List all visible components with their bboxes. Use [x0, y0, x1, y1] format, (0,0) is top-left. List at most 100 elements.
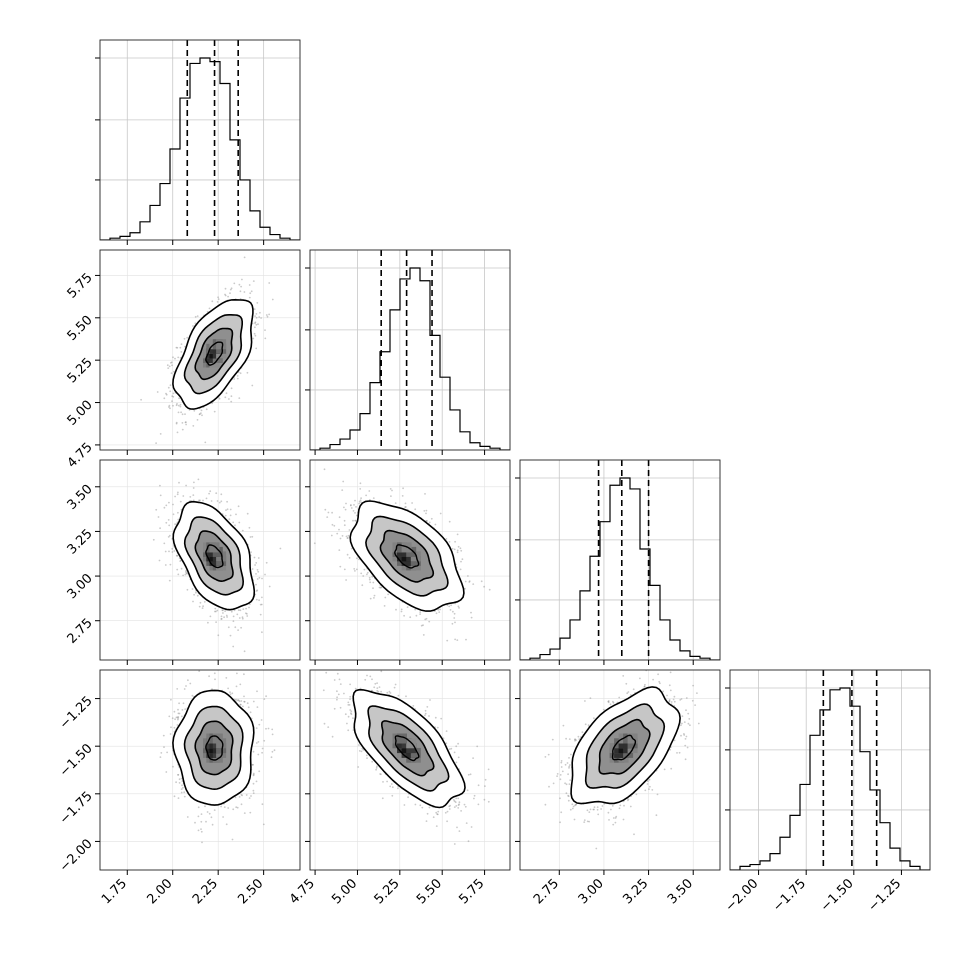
sample-point: [227, 626, 230, 629]
sample-point: [454, 638, 456, 641]
sample-point: [186, 463, 188, 465]
sample-point: [194, 322, 197, 325]
sample-point: [197, 478, 200, 481]
sample-point: [250, 290, 253, 293]
sample-point: [192, 494, 195, 496]
sample-point: [239, 290, 242, 293]
sample-point: [185, 569, 187, 572]
sample-point: [470, 611, 472, 614]
sample-point: [199, 499, 201, 502]
sample-point: [368, 490, 371, 492]
sample-point: [159, 484, 161, 487]
sample-point: [178, 481, 180, 484]
sample-point: [158, 559, 161, 562]
sample-point: [176, 554, 179, 557]
sample-point: [226, 500, 228, 503]
sample-point: [373, 594, 376, 597]
sample-point: [165, 393, 168, 396]
sample-point: [360, 497, 362, 500]
sample-point: [164, 550, 167, 553]
sample-point: [159, 494, 162, 497]
sample-point: [372, 587, 374, 590]
sample-point: [179, 403, 182, 406]
sample-point: [209, 615, 212, 618]
sample-point: [167, 367, 170, 369]
sample-point: [254, 564, 256, 566]
sample-point: [248, 603, 251, 606]
sample-point: [419, 611, 422, 613]
sample-point: [434, 523, 437, 526]
sample-point: [172, 395, 175, 398]
sample-point: [237, 609, 240, 612]
sample-point: [176, 493, 179, 496]
sample-point: [202, 605, 204, 608]
sample-point: [460, 560, 462, 563]
sample-point: [255, 313, 258, 315]
sample-point: [230, 287, 233, 290]
sample-point: [230, 610, 233, 613]
sample-point: [214, 610, 216, 613]
sample-point: [225, 614, 228, 617]
sample-point: [470, 616, 473, 619]
sample-point: [192, 499, 195, 502]
sample-point: [389, 488, 392, 490]
sample-point: [456, 549, 459, 552]
sample-point: [193, 481, 195, 484]
sample-point: [343, 519, 346, 522]
sample-point: [354, 570, 356, 572]
scatter-panel-0-1: [95, 249, 301, 465]
sample-point: [338, 516, 341, 519]
sample-point: [445, 538, 448, 540]
sample-point: [224, 293, 226, 296]
sample-point: [428, 521, 431, 524]
sample-point: [338, 528, 340, 531]
sample-point: [366, 571, 369, 574]
sample-point: [184, 345, 186, 348]
sample-point: [240, 285, 243, 288]
sample-point: [255, 323, 258, 326]
sample-point: [217, 298, 220, 300]
sample-point: [460, 549, 463, 552]
sample-point: [163, 397, 166, 400]
sample-point: [464, 580, 467, 583]
sample-point: [249, 292, 252, 295]
sample-point: [172, 513, 175, 516]
sample-point: [356, 557, 358, 560]
sample-point: [255, 562, 258, 564]
sample-point: [168, 365, 171, 368]
sample-point: [207, 621, 209, 624]
sample-point: [457, 605, 460, 608]
sample-point: [155, 508, 158, 511]
sample-point: [250, 551, 252, 553]
sample-point: [225, 509, 227, 511]
sample-point: [256, 578, 259, 580]
sample-point: [372, 497, 375, 499]
sample-point: [420, 624, 423, 627]
sample-point: [165, 504, 168, 507]
sample-point: [451, 547, 454, 550]
sample-point: [259, 613, 262, 616]
sample-point: [172, 503, 174, 506]
sample-point: [255, 347, 258, 350]
sample-point: [352, 510, 355, 512]
sample-point: [354, 519, 357, 522]
panel-frame: [99, 39, 301, 241]
sample-point: [354, 499, 356, 502]
sample-point: [256, 569, 259, 571]
sample-point: [168, 524, 171, 527]
sample-point: [342, 480, 345, 483]
sample-point: [172, 404, 174, 407]
sample-point: [172, 392, 175, 395]
sample-point: [179, 560, 182, 562]
sample-point: [411, 502, 413, 504]
sample-point: [216, 609, 219, 612]
sample-point: [327, 511, 330, 514]
sample-point: [348, 557, 351, 559]
sample-point: [354, 512, 356, 514]
sample-point: [255, 598, 258, 601]
sample-point: [253, 332, 256, 335]
sample-point: [167, 536, 170, 538]
contour-line-0: [172, 298, 254, 410]
sample-point: [171, 364, 173, 367]
sample-point: [446, 604, 449, 607]
